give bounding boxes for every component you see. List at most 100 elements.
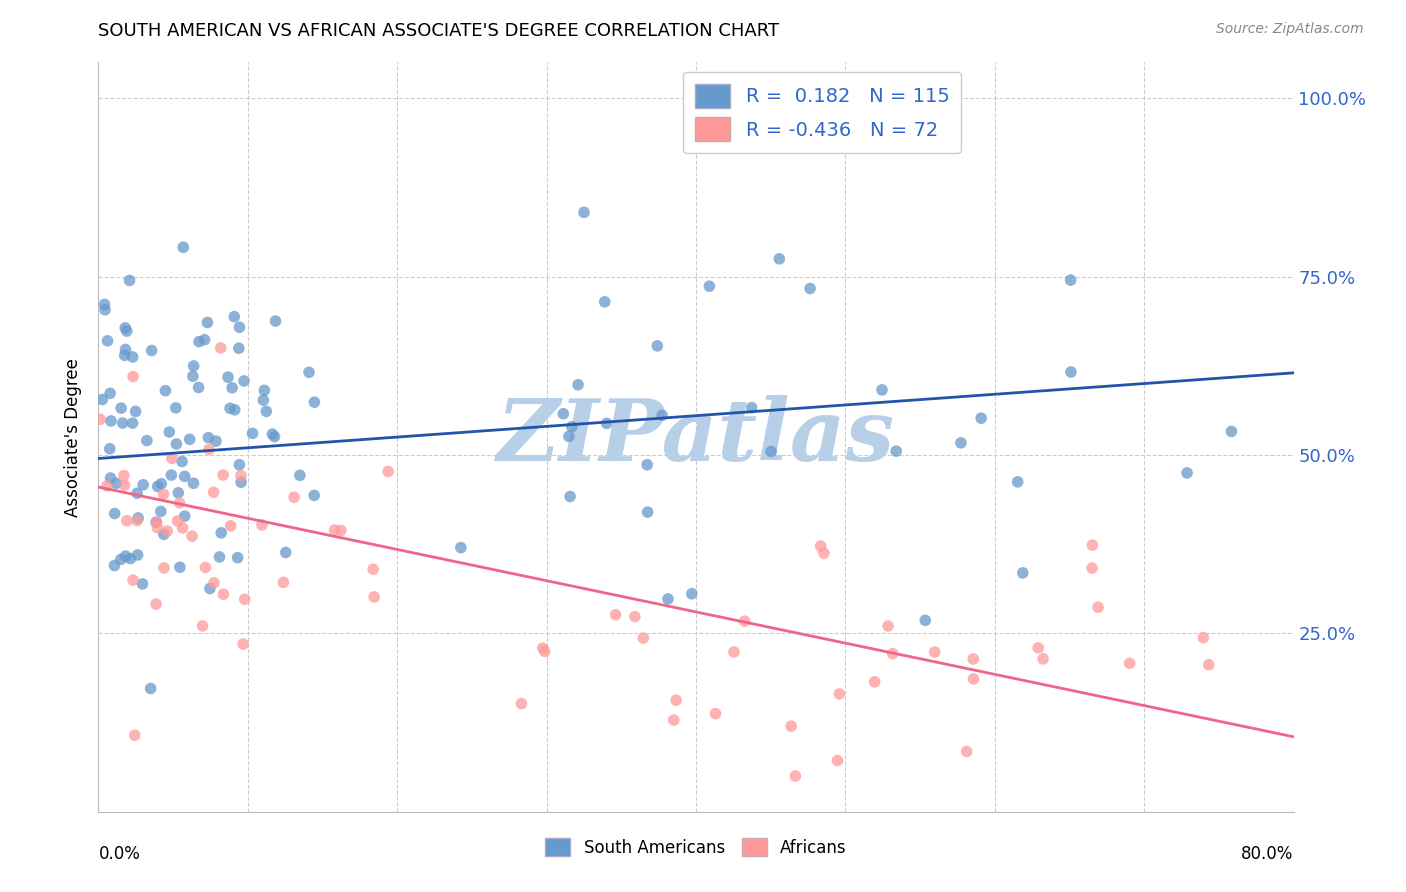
Point (810, 539, 832, 553)
Point (111, 416, 134, 430)
Point (1087, 600, 1109, 615)
Point (1032, 652, 1054, 666)
Point (768, 252, 790, 266)
Point (93, 297, 115, 311)
Point (205, 434, 228, 449)
Point (127, 486, 149, 500)
Point (115, 324, 138, 338)
Point (122, 573, 145, 587)
Point (363, 590, 385, 604)
Point (1060, 365, 1083, 379)
Point (263, 429, 285, 443)
Point (962, 652, 984, 666)
Point (114, 549, 136, 563)
Point (146, 479, 169, 493)
Point (924, 645, 946, 659)
Point (1081, 561, 1104, 575)
Point (233, 592, 256, 607)
Point (623, 609, 645, 624)
Point (274, 545, 297, 559)
Point (361, 562, 384, 576)
Point (593, 294, 616, 309)
Point (633, 631, 655, 645)
Point (157, 425, 180, 439)
Point (863, 674, 886, 689)
Point (181, 529, 204, 543)
Point (146, 520, 169, 534)
Text: Source: ZipAtlas.com: Source: ZipAtlas.com (1216, 22, 1364, 37)
Point (1011, 566, 1033, 580)
Point (699, 279, 721, 293)
Point (219, 519, 242, 533)
Point (252, 393, 274, 408)
Point (956, 744, 979, 758)
Point (304, 395, 326, 409)
Point (114, 348, 136, 362)
Point (759, 444, 782, 458)
Point (150, 476, 173, 491)
Point (131, 577, 153, 591)
Point (217, 370, 239, 384)
Point (169, 560, 191, 574)
Point (141, 343, 163, 358)
Point (193, 333, 215, 347)
Point (329, 524, 352, 538)
Point (250, 518, 273, 533)
Point (170, 454, 193, 468)
Point (224, 310, 246, 324)
Point (647, 339, 669, 353)
Point (914, 613, 936, 627)
Legend: South Americans, Africans: South Americans, Africans (538, 832, 853, 863)
Point (132, 477, 155, 491)
Point (96, 334, 118, 348)
Point (704, 706, 727, 721)
Point (209, 525, 232, 540)
Point (212, 468, 235, 483)
Point (1198, 657, 1220, 672)
Point (510, 697, 533, 711)
Point (149, 504, 172, 518)
Point (785, 769, 807, 783)
Point (198, 442, 221, 457)
Point (103, 558, 125, 573)
Point (637, 505, 659, 519)
Point (124, 728, 146, 742)
Point (567, 377, 589, 392)
Point (179, 433, 201, 447)
Point (288, 468, 311, 483)
Point (1081, 538, 1104, 552)
Point (91, 392, 114, 407)
Point (561, 419, 583, 434)
Point (172, 240, 194, 254)
Point (135, 434, 157, 448)
Point (197, 431, 219, 445)
Point (155, 384, 177, 398)
Point (1059, 273, 1081, 287)
Point (98, 442, 121, 456)
Point (323, 523, 346, 537)
Point (160, 451, 183, 466)
Point (605, 607, 627, 622)
Point (219, 401, 242, 416)
Point (827, 754, 849, 768)
Point (229, 468, 252, 483)
Point (780, 719, 803, 733)
Point (114, 321, 136, 335)
Point (264, 314, 287, 328)
Point (962, 672, 984, 686)
Point (209, 341, 232, 355)
Point (173, 469, 195, 483)
Point (153, 561, 176, 575)
Point (657, 591, 679, 606)
Point (302, 488, 325, 502)
Point (262, 427, 284, 442)
Point (166, 514, 188, 528)
Point (118, 273, 141, 287)
Text: 0.0%: 0.0% (98, 846, 141, 863)
Point (1007, 475, 1029, 489)
Point (188, 334, 211, 349)
Point (298, 365, 321, 379)
Point (665, 693, 688, 707)
Point (122, 369, 145, 384)
Point (949, 435, 972, 450)
